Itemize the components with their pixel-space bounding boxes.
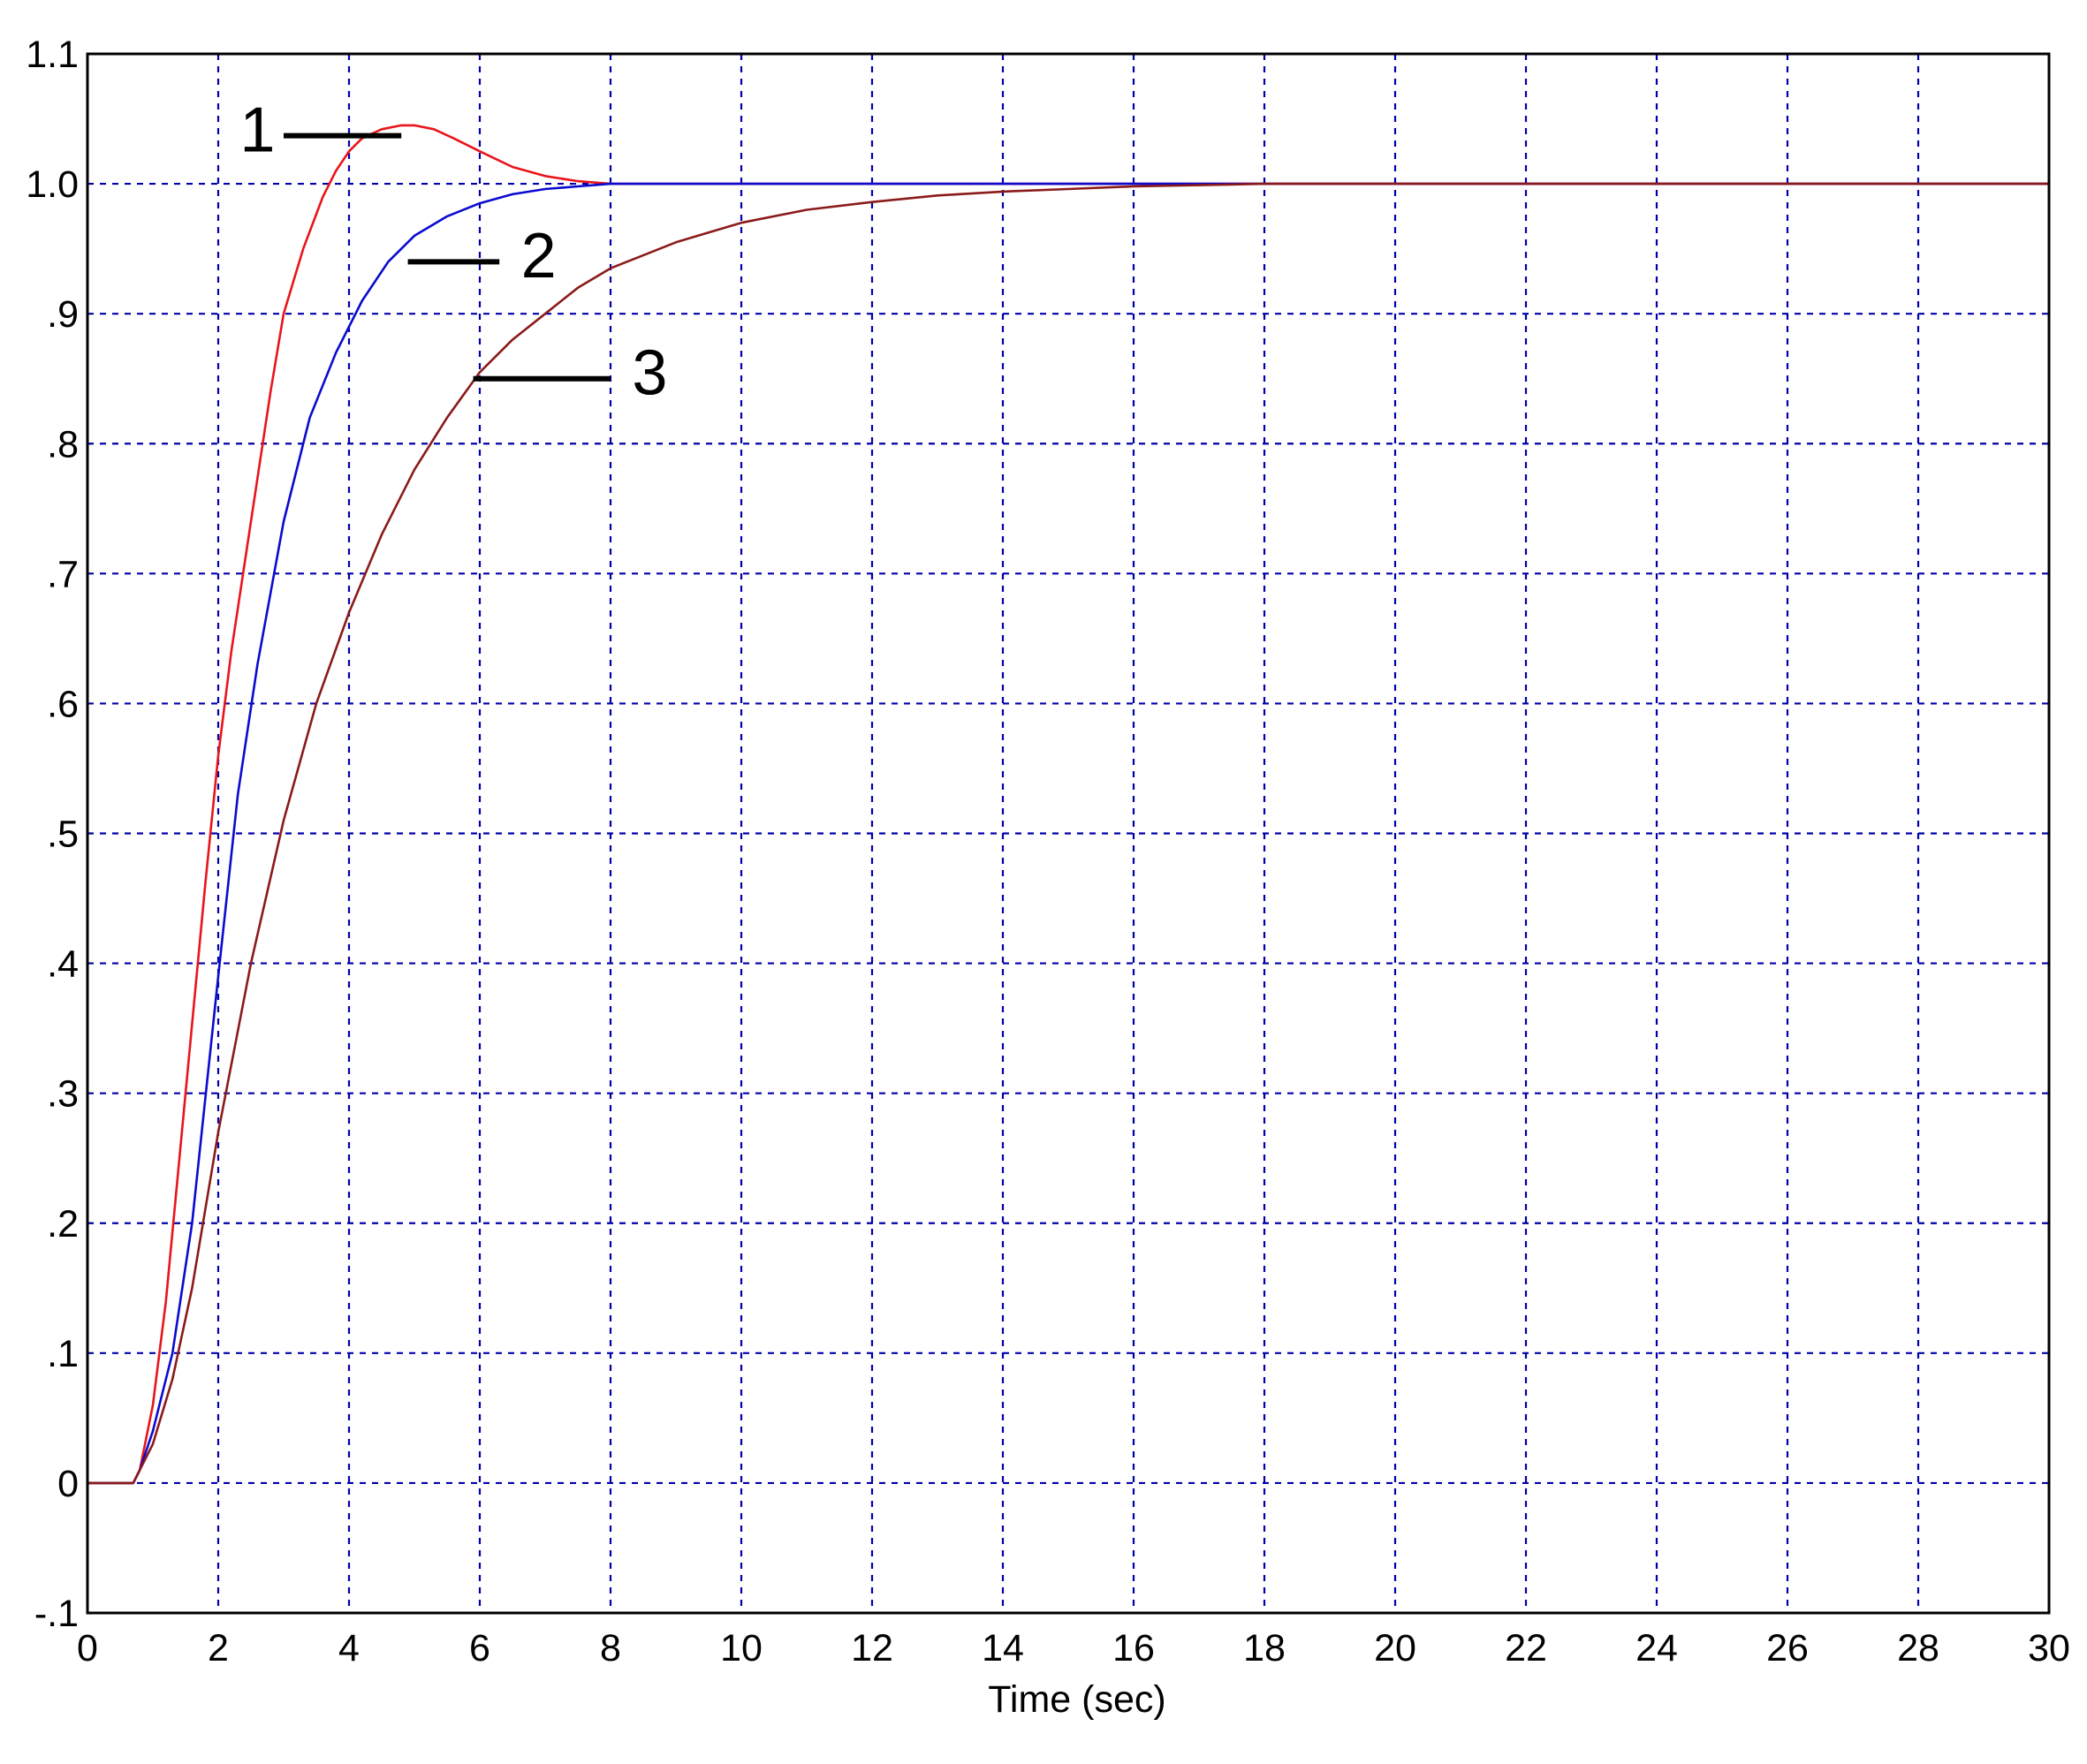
y-tick-label: .2 — [47, 1203, 79, 1245]
annotation-label-1: 1 — [239, 95, 275, 165]
plot-frame — [86, 52, 2051, 1615]
y-tick-labels: -.1 0 .1 .2 .3 .4 .5 .6 .7 .8 .9 1.0 1.1 — [26, 34, 79, 1635]
y-tick-label: 1.1 — [26, 34, 79, 76]
x-tick-label: 22 — [1505, 1627, 1547, 1669]
x-tick-label: 16 — [1112, 1627, 1155, 1669]
y-tick-label: .9 — [47, 293, 79, 336]
x-tick-label: 20 — [1374, 1627, 1416, 1669]
x-tick-label: 12 — [851, 1627, 893, 1669]
x-tick-labels: 0 2 4 6 8 10 12 14 16 18 20 22 24 26 28 30 — [77, 1627, 2070, 1669]
x-tick-label: 24 — [1635, 1627, 1678, 1669]
x-tick-label: 30 — [2028, 1627, 2070, 1669]
x-tick-label: 10 — [720, 1627, 763, 1669]
annotations: 1 2 3 — [239, 95, 667, 408]
y-tick-label: .5 — [47, 814, 79, 856]
x-tick-label: 2 — [208, 1627, 229, 1669]
y-tick-label: .1 — [47, 1333, 79, 1375]
annotation-label-3: 3 — [632, 337, 667, 408]
y-tick-label: 0 — [57, 1463, 79, 1505]
y-tick-label: .8 — [47, 423, 79, 466]
y-tick-label: .7 — [47, 553, 79, 595]
y-tick-label: .3 — [47, 1073, 79, 1116]
series-line-2 — [86, 182, 2051, 1485]
annotation-label-2: 2 — [521, 221, 557, 291]
x-tick-label: 8 — [600, 1627, 621, 1669]
y-tick-label: -.1 — [34, 1593, 79, 1635]
y-tick-label: .6 — [47, 683, 79, 725]
x-tick-label: 4 — [338, 1627, 360, 1669]
x-tick-label: 18 — [1243, 1627, 1286, 1669]
x-tick-label: 14 — [982, 1627, 1024, 1669]
x-tick-label: 6 — [469, 1627, 490, 1669]
x-tick-label: 26 — [1766, 1627, 1809, 1669]
series-line-3 — [86, 182, 2051, 1485]
y-tick-label: 1.0 — [26, 163, 79, 206]
y-tick-label: .4 — [47, 943, 79, 986]
x-axis-label: Time (sec) — [988, 1678, 1165, 1721]
x-tick-label: 0 — [77, 1627, 98, 1669]
x-tick-label: 28 — [1897, 1627, 1939, 1669]
